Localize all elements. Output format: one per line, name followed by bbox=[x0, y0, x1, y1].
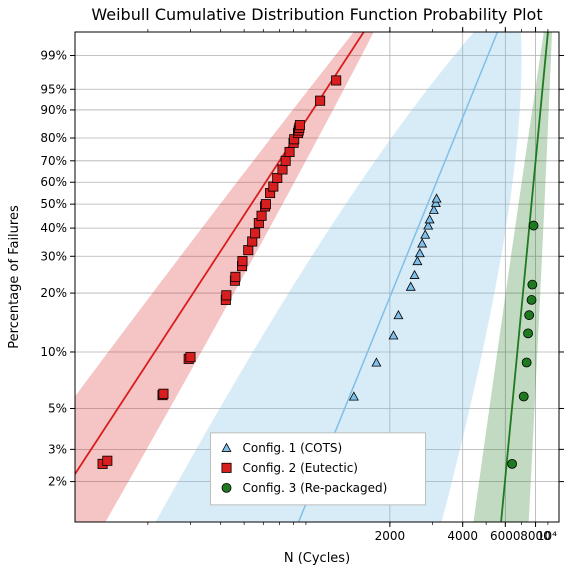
y-tick-label: 10% bbox=[40, 345, 67, 359]
legend-item-config2: Config. 2 (Eutectic) bbox=[243, 461, 358, 475]
y-tick-label: 90% bbox=[40, 103, 67, 117]
y-tick-label: 95% bbox=[40, 82, 67, 96]
x-tick-label-edge: 10⁴ bbox=[537, 529, 557, 543]
y-tick-label: 70% bbox=[40, 154, 67, 168]
x-tick-label: 4000 bbox=[447, 529, 478, 543]
y-tick-label: 99% bbox=[40, 49, 67, 63]
y-tick-label: 3% bbox=[48, 442, 67, 456]
y-tick-label: 30% bbox=[40, 249, 67, 263]
y-tick-label: 60% bbox=[40, 175, 67, 189]
legend-item-config1: Config. 1 (COTS) bbox=[243, 441, 343, 455]
y-axis-label: Percentage of Failures bbox=[7, 205, 22, 349]
y-tick-label: 2% bbox=[48, 475, 67, 489]
y-tick-label: 20% bbox=[40, 286, 67, 300]
weibull-probability-plot: 2% 3% 5% 10% 20% 30% 40% 50% 60% 70% 80% 90% 95% 99% 2… bbox=[0, 0, 581, 576]
x-axis-label: N (Cycles) bbox=[284, 551, 350, 566]
y-tick-label: 40% bbox=[40, 221, 67, 235]
y-tick-label: 50% bbox=[40, 197, 67, 211]
legend-item-config3: Config. 3 (Re-packaged) bbox=[243, 481, 388, 495]
x-tick-label: 2000 bbox=[375, 529, 406, 543]
chart-title: Weibull Cumulative Distribution Function… bbox=[91, 5, 542, 24]
x-tick-label: 6000 bbox=[490, 529, 521, 543]
y-tick-label: 5% bbox=[48, 401, 67, 415]
y-tick-label: 80% bbox=[40, 131, 67, 145]
